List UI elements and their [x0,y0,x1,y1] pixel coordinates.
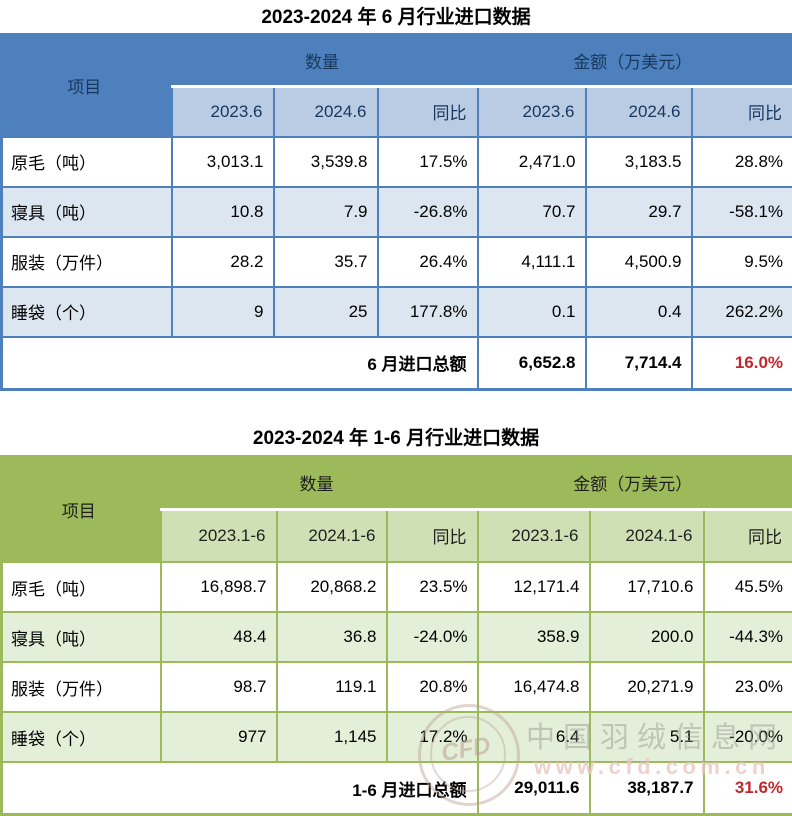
data-cell: 25 [274,287,378,337]
table-row: 寝具（吨） 48.4 36.8 -24.0% 358.9 200.0 -44.3… [2,612,792,662]
table-title-half-year: 2023-2024 年 1-6 月行业进口数据 [0,427,792,451]
yoy-cell: 28.8% [692,137,792,187]
data-cell: 16,474.8 [478,662,590,712]
data-cell: 17,710.6 [590,562,704,612]
data-cell: 36.8 [277,612,387,662]
yoy-cell: 262.2% [692,287,792,337]
data-cell: 98.7 [161,662,277,712]
data-cell: 6.4 [478,712,590,762]
data-cell: 20,868.2 [277,562,387,612]
total-label: 1-6 月进口总额 [2,762,478,815]
data-cell: 119.1 [277,662,387,712]
data-cell: 48.4 [161,612,277,662]
total-value: 6,652.8 [478,337,586,390]
data-cell: 0.4 [586,287,692,337]
column-group-amount: 金额（万美元） [478,456,792,509]
total-label: 6 月进口总额 [2,337,478,390]
yoy-cell: -44.3% [704,612,792,662]
row-label: 睡袋（个） [2,287,172,337]
data-cell: 4,500.9 [586,237,692,287]
table-row: 服装（万件） 98.7 119.1 20.8% 16,474.8 20,271.… [2,662,792,712]
total-yoy: 31.6% [704,762,792,815]
data-cell: 3,539.8 [274,137,378,187]
sub-header-amt-2024: 2024.6 [586,87,692,137]
data-cell: 28.2 [172,237,274,287]
group-header-row: 项目 数量 金额（万美元） [2,456,792,509]
sub-header-qty-yoy: 同比 [387,509,478,562]
yoy-cell: -24.0% [387,612,478,662]
row-label: 睡袋（个） [2,712,161,762]
table-row: 睡袋（个） 9 25 177.8% 0.1 0.4 262.2% [2,287,792,337]
table-row: 服装（万件） 28.2 35.7 26.4% 4,111.1 4,500.9 9… [2,237,792,287]
row-label: 原毛（吨） [2,137,172,187]
data-cell: 977 [161,712,277,762]
sub-header-amt-2023: 2023.1-6 [478,509,590,562]
table-row: 原毛（吨） 16,898.7 20,868.2 23.5% 12,171.4 1… [2,562,792,612]
yoy-cell: -58.1% [692,187,792,237]
data-cell: 200.0 [590,612,704,662]
sub-header-qty-2024: 2024.6 [274,87,378,137]
yoy-cell: 17.5% [378,137,478,187]
data-cell: 70.7 [478,187,586,237]
yoy-cell: -20.0% [704,712,792,762]
data-cell: 12,171.4 [478,562,590,612]
data-cell: 7.9 [274,187,378,237]
row-label: 寝具（吨） [2,612,161,662]
row-label: 寝具（吨） [2,187,172,237]
sub-header-qty-2023: 2023.1-6 [161,509,277,562]
sub-header-amt-yoy: 同比 [704,509,792,562]
data-cell: 0.1 [478,287,586,337]
data-cell: 5.1 [590,712,704,762]
data-cell: 2,471.0 [478,137,586,187]
column-group-amount: 金额（万美元） [478,35,792,87]
data-cell: 3,183.5 [586,137,692,187]
yoy-cell: 23.5% [387,562,478,612]
row-label: 服装（万件） [2,662,161,712]
june-import-table: 项目 数量 金额（万美元） 2023.6 2024.6 同比 2023.6 20… [0,33,792,391]
total-row: 1-6 月进口总额 29,011.6 38,187.7 31.6% [2,762,792,815]
table-row: 睡袋（个） 977 1,145 17.2% 6.4 5.1 -20.0% [2,712,792,762]
yoy-cell: 17.2% [387,712,478,762]
yoy-cell: 45.5% [704,562,792,612]
total-value: 29,011.6 [478,762,590,815]
yoy-cell: 23.0% [704,662,792,712]
total-value: 7,714.4 [586,337,692,390]
yoy-cell: 20.8% [387,662,478,712]
data-cell: 358.9 [478,612,590,662]
sub-header-amt-2024: 2024.1-6 [590,509,704,562]
yoy-cell: 177.8% [378,287,478,337]
table-row: 寝具（吨） 10.8 7.9 -26.8% 70.7 29.7 -58.1% [2,187,792,237]
total-row: 6 月进口总额 6,652.8 7,714.4 16.0% [2,337,792,390]
yoy-cell: -26.8% [378,187,478,237]
row-label: 原毛（吨） [2,562,161,612]
data-cell: 29.7 [586,187,692,237]
data-cell: 35.7 [274,237,378,287]
total-yoy: 16.0% [692,337,792,390]
data-cell: 16,898.7 [161,562,277,612]
data-cell: 1,145 [277,712,387,762]
total-value: 38,187.7 [590,762,704,815]
group-header-row: 项目 数量 金额（万美元） [2,35,792,87]
sub-header-qty-2023: 2023.6 [172,87,274,137]
sub-header-amt-yoy: 同比 [692,87,792,137]
column-header-item: 项目 [2,35,172,137]
sub-header-qty-yoy: 同比 [378,87,478,137]
data-cell: 10.8 [172,187,274,237]
yoy-cell: 26.4% [378,237,478,287]
column-header-item: 项目 [2,456,161,562]
column-group-quantity: 数量 [172,35,478,87]
data-cell: 20,271.9 [590,662,704,712]
data-cell: 9 [172,287,274,337]
sub-header-amt-2023: 2023.6 [478,87,586,137]
sub-header-qty-2024: 2024.1-6 [277,509,387,562]
column-group-quantity: 数量 [161,456,478,509]
row-label: 服装（万件） [2,237,172,287]
data-cell: 3,013.1 [172,137,274,187]
table-row: 原毛（吨） 3,013.1 3,539.8 17.5% 2,471.0 3,18… [2,137,792,187]
data-cell: 4,111.1 [478,237,586,287]
table-title-june: 2023-2024 年 6 月行业进口数据 [0,0,792,33]
half-year-import-table: 项目 数量 金额（万美元） 2023.1-6 2024.1-6 同比 2023.… [0,455,792,816]
yoy-cell: 9.5% [692,237,792,287]
